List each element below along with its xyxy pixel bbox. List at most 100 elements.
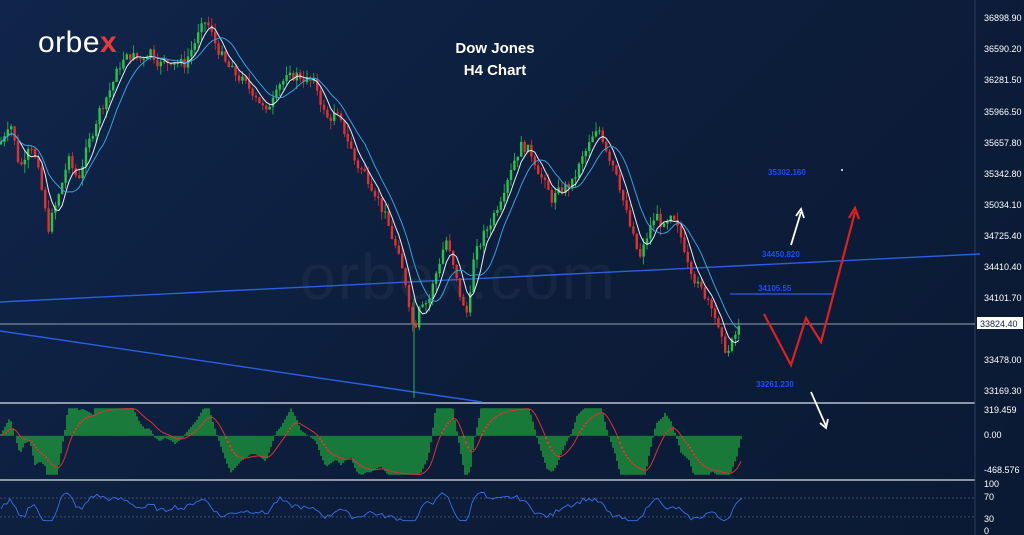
candle-body — [343, 120, 346, 134]
candle-body — [506, 180, 509, 193]
resistance-trendline — [0, 253, 981, 303]
candle-body — [683, 237, 686, 252]
candle-body — [132, 52, 135, 60]
candle-body — [319, 90, 322, 105]
candle-body — [713, 308, 717, 319]
candle-body — [700, 281, 703, 288]
candle-body — [520, 141, 523, 157]
candle-body — [492, 212, 496, 226]
candle-body — [635, 233, 638, 249]
candle-body — [282, 81, 285, 85]
candle-body — [50, 212, 54, 232]
level-label: 34450.820 — [762, 250, 800, 259]
candle-body — [428, 298, 431, 304]
candle-body — [577, 163, 581, 178]
candle-body — [367, 171, 370, 184]
candle-body — [438, 263, 441, 274]
candle-body — [214, 31, 217, 44]
candle-body — [156, 60, 159, 67]
macd-tick-label: -468.576 — [984, 465, 1020, 475]
price-tick-label: 35657.80 — [984, 138, 1022, 148]
candle-body — [407, 284, 411, 308]
macd-signal-line — [0, 408, 742, 475]
candle-body — [210, 25, 213, 32]
price-tick-label: 34101.70 — [984, 293, 1022, 303]
candle-body — [224, 51, 227, 62]
candle-body — [329, 117, 332, 121]
price-tick-label: 36281.50 — [984, 75, 1022, 85]
candle-body — [190, 49, 193, 57]
candle-body — [268, 106, 271, 110]
candle-body — [67, 156, 71, 170]
candle-body — [594, 131, 598, 137]
candle-body — [588, 142, 591, 151]
candle-body — [326, 109, 329, 118]
candle-body — [486, 229, 489, 231]
candle-body — [387, 211, 390, 226]
candle-body — [554, 193, 557, 203]
candle-body — [540, 174, 543, 178]
candle-body — [482, 230, 485, 246]
level-label: 33261.230 — [756, 380, 794, 389]
candle-body — [0, 141, 3, 145]
rsi-tick-label: 30 — [984, 514, 994, 524]
candle-body — [248, 80, 251, 89]
candle-body — [703, 287, 706, 299]
candle-body — [139, 58, 142, 60]
candle-body — [271, 97, 275, 107]
projection-path-red — [763, 211, 857, 368]
candle-body — [47, 208, 50, 232]
price-tick-label: 33169.30 — [984, 386, 1022, 396]
candle-body — [258, 97, 261, 104]
price-tick-label: 33478.00 — [984, 355, 1022, 365]
candle-body — [673, 215, 676, 220]
candle-body — [275, 89, 278, 98]
candle-body — [720, 327, 723, 337]
candle-body — [363, 168, 366, 172]
candle-body — [373, 190, 377, 197]
candle-body — [608, 151, 611, 161]
chart-title: Dow Jones H4 Chart — [430, 38, 560, 82]
candle-body — [724, 336, 727, 353]
candle-body — [163, 60, 166, 62]
candle-body — [421, 304, 424, 308]
candle-body — [547, 180, 550, 191]
candle-body — [465, 305, 468, 313]
candle-body — [227, 61, 230, 68]
candle-body — [278, 84, 281, 90]
candle-body — [397, 245, 400, 254]
candle-body — [639, 248, 642, 257]
candle-body — [57, 194, 60, 206]
candle-body — [574, 177, 577, 179]
candle-body — [81, 166, 84, 179]
candle-body — [567, 184, 570, 189]
candle-body — [13, 126, 16, 141]
candle-body — [384, 211, 387, 213]
candle-body — [649, 225, 652, 239]
candle-body — [652, 220, 655, 226]
candle-body — [475, 246, 479, 260]
price-tick-label: 35966.50 — [984, 107, 1022, 117]
candle-body — [149, 49, 152, 57]
candle-body — [611, 160, 615, 166]
candle-body — [734, 334, 737, 339]
candle-body — [537, 165, 540, 175]
candle-body — [625, 200, 628, 210]
candle-body — [686, 251, 689, 263]
candle-body — [509, 170, 513, 181]
candle-body — [350, 141, 353, 149]
candle-body — [71, 156, 74, 169]
candle-body — [44, 189, 47, 209]
candle-body — [404, 268, 407, 285]
candle-body — [125, 54, 128, 60]
candle-body — [526, 144, 530, 153]
candle-body — [152, 49, 156, 61]
current-price-box — [977, 317, 1023, 329]
arrow-down-white — [810, 391, 827, 427]
candle-body — [353, 148, 356, 161]
candle-body — [241, 76, 244, 81]
candle-body — [129, 54, 132, 60]
candle-body — [707, 298, 710, 300]
candle-body — [615, 165, 618, 175]
price-tick-label: 34725.40 — [984, 231, 1022, 241]
